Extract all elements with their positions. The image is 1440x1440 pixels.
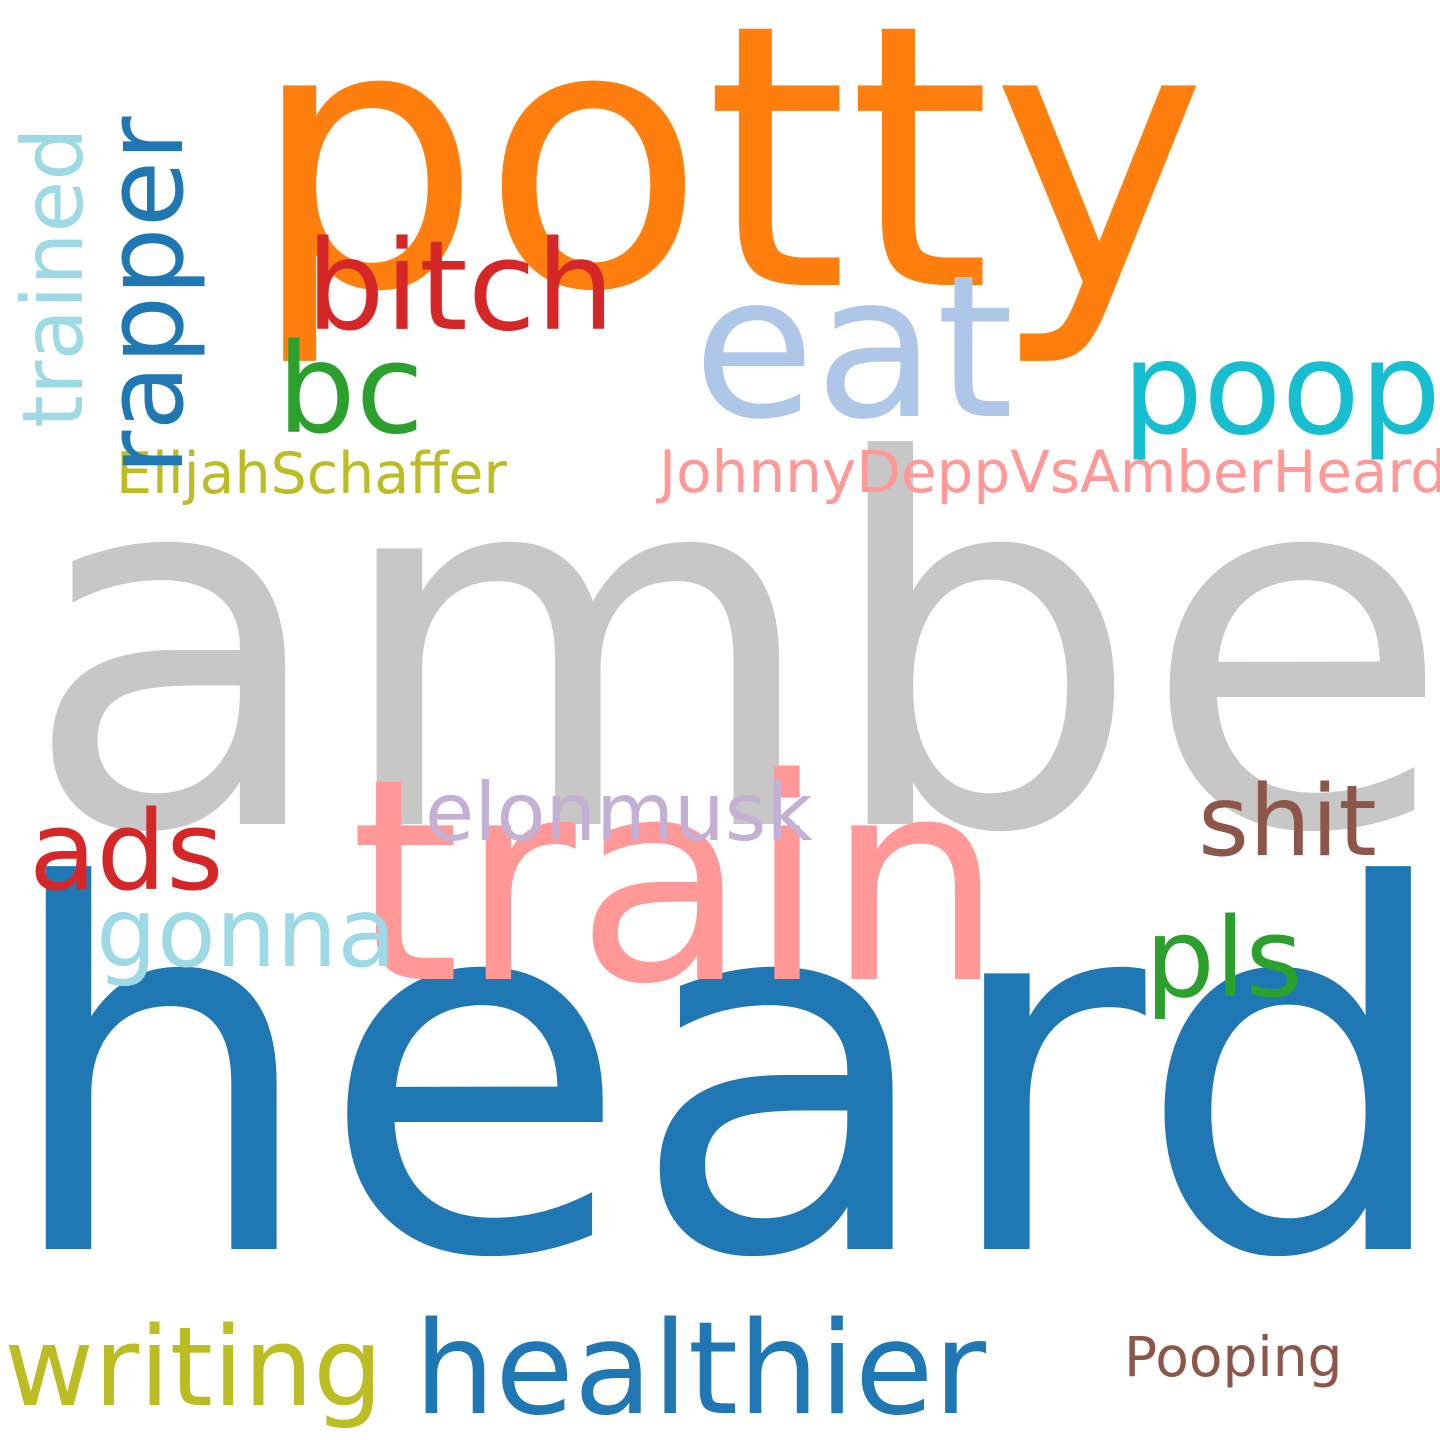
word-johnnydeppvsamberheard: JohnnyDeppVsAmberHeard: [659, 438, 1440, 506]
word-elonmusk: elonmusk: [425, 766, 813, 859]
word-healthier: healthier: [414, 1295, 987, 1440]
word-bitch: bitch: [306, 215, 615, 359]
word-pls: pls: [1145, 894, 1303, 1022]
word-poop: poop: [1122, 315, 1440, 464]
word-ads: ads: [29, 787, 224, 915]
word-amber: amber: [22, 356, 1440, 943]
word-elijahschaffer: ElijahSchaffer: [116, 441, 507, 507]
word-heard: heard: [0, 781, 1440, 1368]
word-rapper: rapper: [83, 116, 208, 475]
word-eat: eat: [693, 232, 1014, 463]
word-train: train: [350, 719, 1005, 1046]
word-shit: shit: [1198, 765, 1377, 879]
word-trained: trained: [4, 127, 102, 428]
word-pooping: Pooping: [1124, 1325, 1343, 1389]
word-writing: writing: [4, 1303, 383, 1431]
word-gonna: gonna: [96, 877, 397, 989]
word-potty: potty: [250, 0, 1208, 372]
word-bc: bc: [277, 318, 424, 462]
